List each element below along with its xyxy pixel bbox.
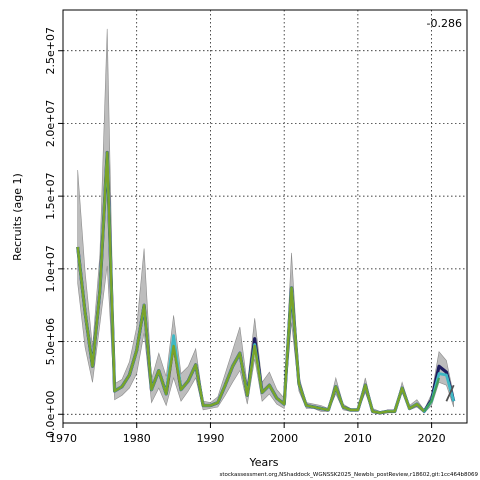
- footer-source: stockassessment.org,NShaddock_WGNSSK2025…: [220, 472, 479, 478]
- y-tick-label: 1.0e+07: [44, 245, 57, 292]
- confidence-band: [77, 28, 454, 415]
- x-tick-label: 2020: [418, 432, 446, 445]
- x-axis: 1970 1980 1990 2000 2010 2020: [49, 423, 446, 445]
- grid-lines: [62, 10, 467, 423]
- y-tick-label: 2.0e+07: [44, 100, 57, 147]
- series-line-3: [76, 151, 426, 414]
- y-axis-title: Recruits (age 1): [11, 173, 24, 261]
- y-axis: 0.0e+00 5.0e+06 1.0e+07 1.5e+07 2.0e+07 2.5e+…: [44, 27, 63, 438]
- series-line-4: [423, 377, 441, 413]
- series-line-5: [445, 384, 455, 402]
- plot-frame: [62, 9, 468, 424]
- correlation-annotation: -0.286: [427, 17, 462, 30]
- x-tick-label: 1970: [49, 432, 77, 445]
- x-tick-label: 1980: [123, 432, 151, 445]
- y-tick-label: 0.0e+00: [44, 391, 57, 438]
- y-tick-label: 5.0e+06: [44, 318, 57, 365]
- x-axis-title: Years: [248, 456, 278, 469]
- y-tick-label: 1.5e+07: [44, 172, 57, 219]
- series-lines: [76, 150, 456, 415]
- y-tick-label: 2.5e+07: [44, 27, 57, 74]
- x-tick-label: 2000: [270, 432, 298, 445]
- x-tick-label: 1990: [196, 432, 224, 445]
- x-tick-label: 2010: [344, 432, 372, 445]
